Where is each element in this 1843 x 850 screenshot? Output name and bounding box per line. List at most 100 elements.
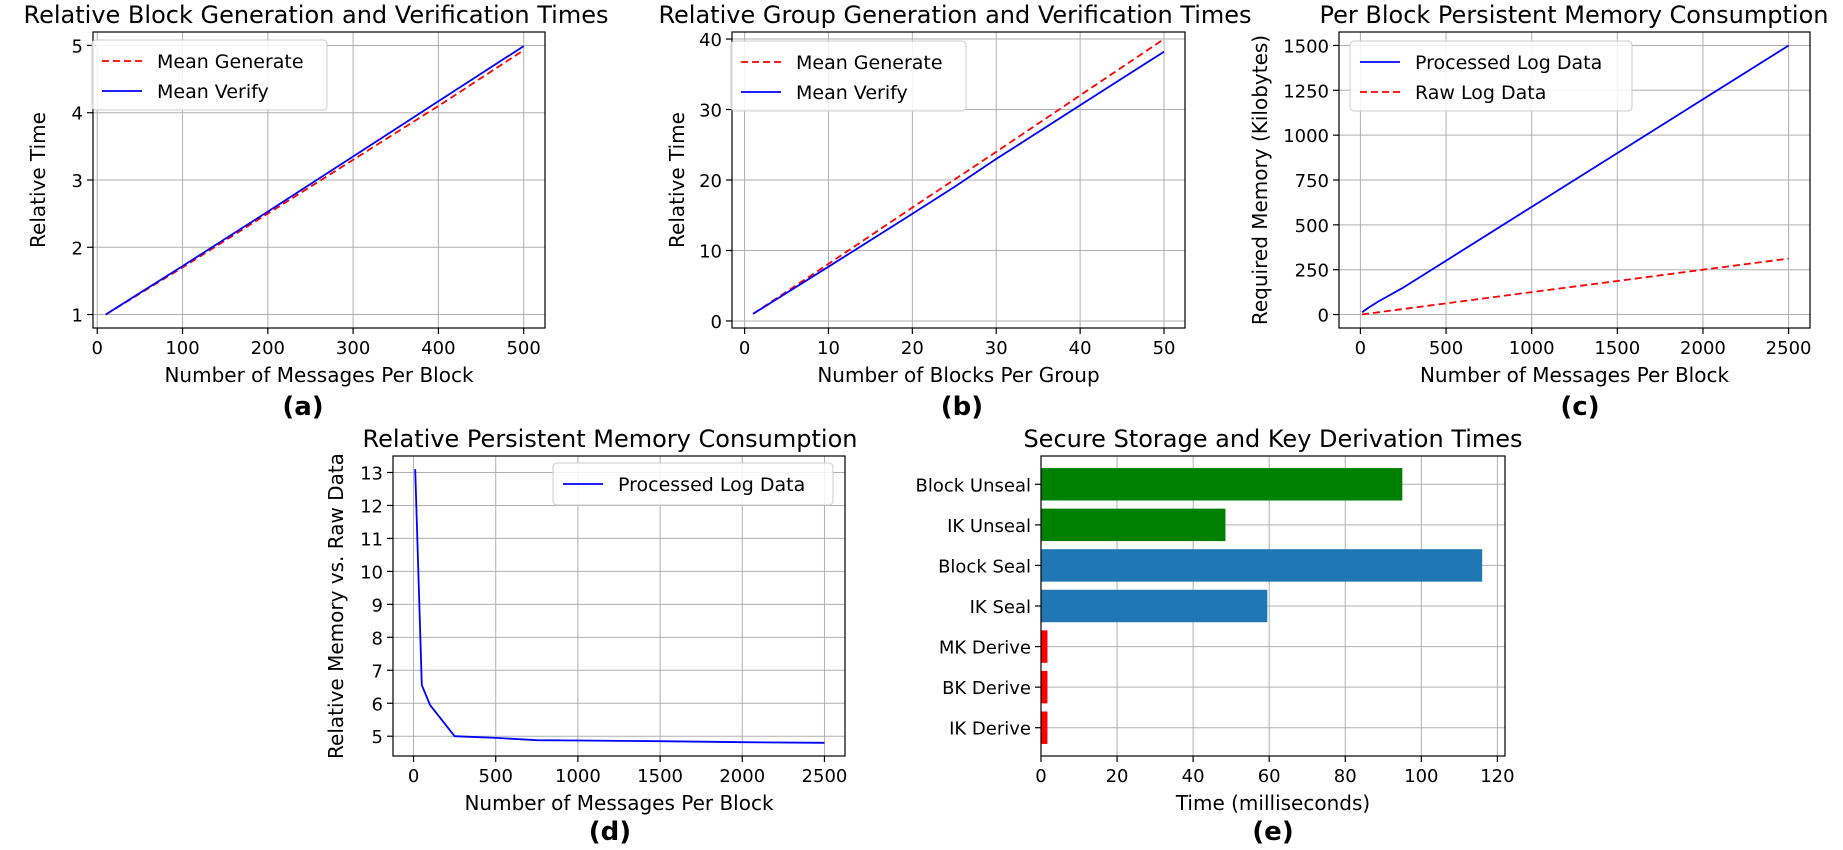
plot-frame — [92, 31, 546, 329]
legend: Processed Log Data Raw Log Data — [1349, 40, 1633, 112]
x-tick-label: 40 — [1069, 338, 1092, 359]
x-tick-label: 2500 — [802, 766, 848, 787]
y-tick-label: 1250 — [1283, 81, 1329, 102]
legend-label: Processed Log Data — [618, 474, 805, 496]
bar — [1041, 589, 1268, 623]
y-tick-label: 10 — [360, 562, 383, 583]
panel-label: (c) — [1560, 392, 1599, 422]
panel-label: (e) — [1252, 817, 1293, 847]
x-tick-label: 40 — [1182, 766, 1205, 787]
chart-d: 0 500 1000 1500 2000 2500 5 6 7 8 9 10 11 12 13 Relativ… — [324, 425, 857, 847]
panel-label: (a) — [282, 392, 323, 422]
y-tick-label: Block Seal — [938, 556, 1031, 577]
y-tick-label: 1 — [72, 306, 83, 327]
x-tick-label: 0 — [739, 338, 750, 359]
y-tick-label: BK Derive — [942, 678, 1031, 699]
bar — [1041, 630, 1048, 663]
chart-title: Relative Group Generation and Verificati… — [658, 1, 1251, 29]
legend-label: Mean Generate — [796, 52, 943, 74]
y-tick-label: 6 — [372, 694, 383, 715]
y-tick-label: 3 — [72, 171, 83, 192]
y-tick-label: 0 — [711, 312, 722, 333]
x-tick-label: 1000 — [555, 766, 601, 787]
bar — [1041, 711, 1048, 744]
y-tick-label: 10 — [699, 241, 722, 262]
legend-label: Mean Verify — [796, 82, 908, 104]
y-axis-label: Relative Memory vs. Raw Data — [324, 453, 348, 759]
y-tick-label: 11 — [360, 529, 383, 550]
series-line — [1361, 257, 1789, 316]
legend: Processed Log Data — [552, 462, 834, 506]
plot-frame — [731, 31, 1186, 329]
plot-frame — [392, 455, 846, 757]
series-line — [105, 49, 525, 316]
chart-a: 0 100 200 300 400 500 1 2 3 4 5 Relative Block Gene… — [24, 1, 609, 422]
x-tick-label: 0 — [1355, 338, 1366, 359]
series-line — [414, 469, 825, 744]
x-tick-label: 20 — [901, 338, 924, 359]
series-line — [752, 50, 1165, 315]
x-tick-label: 0 — [1035, 766, 1046, 787]
y-tick-label: 30 — [699, 101, 722, 122]
x-tick-label: 120 — [1480, 766, 1514, 787]
legend-frame — [730, 40, 967, 112]
chart-title: Per Block Persistent Memory Consumption — [1320, 1, 1829, 29]
x-tick-label: 1500 — [1594, 338, 1640, 359]
x-tick-label: 500 — [506, 338, 540, 359]
x-axis-label: Time (milliseconds) — [1175, 791, 1370, 815]
legend-label: Processed Log Data — [1415, 52, 1602, 74]
chart-title: Relative Persistent Memory Consumption — [363, 425, 858, 453]
y-tick-label: IK Derive — [949, 719, 1031, 740]
series-line — [1361, 44, 1790, 313]
y-tick-label: 2 — [72, 238, 83, 259]
y-tick-label: 4 — [72, 104, 83, 125]
x-tick-label: 500 — [1429, 338, 1463, 359]
legend: Mean Generate Mean Verify — [730, 40, 967, 112]
x-tick-label: 500 — [479, 766, 513, 787]
x-tick-label: 100 — [1404, 766, 1438, 787]
bar — [1041, 549, 1483, 582]
x-tick-label: 0 — [408, 766, 419, 787]
y-tick-label: 5 — [372, 727, 383, 748]
x-tick-label: 80 — [1334, 766, 1357, 787]
x-tick-label: 0 — [92, 338, 103, 359]
x-tick-label: 30 — [985, 338, 1008, 359]
legend-label: Mean Verify — [157, 81, 269, 103]
bar — [1041, 670, 1048, 704]
x-axis-label: Number of Messages Per Block — [464, 791, 774, 815]
legend-label: Mean Generate — [157, 51, 304, 73]
chart-c: 0 500 1000 1500 2000 2500 0 250 500 750 1000 1250 15… — [1248, 1, 1828, 422]
y-tick-label: Block Unseal — [916, 475, 1031, 496]
y-tick-label: 8 — [372, 628, 383, 649]
x-tick-label: 2000 — [1680, 338, 1726, 359]
y-tick-label: 12 — [360, 496, 383, 517]
x-axis-label: Number of Messages Per Block — [1420, 363, 1730, 387]
series-line — [752, 38, 1165, 315]
y-tick-label: 40 — [699, 30, 722, 51]
x-axis-label: Number of Blocks Per Group — [817, 363, 1099, 387]
y-tick-label: 13 — [360, 463, 383, 484]
y-tick-label: 1500 — [1283, 36, 1329, 57]
legend-frame — [91, 39, 328, 111]
legend-frame — [1349, 40, 1633, 112]
x-tick-label: 300 — [336, 338, 370, 359]
x-tick-label: 1000 — [1509, 338, 1555, 359]
bar — [1041, 508, 1226, 542]
y-axis-label: Required Memory (Kilobytes) — [1248, 35, 1272, 325]
legend: Mean Generate Mean Verify — [91, 39, 328, 111]
x-tick-label: 1500 — [637, 766, 683, 787]
y-tick-label: IK Unseal — [947, 516, 1031, 537]
y-tick-label: 1000 — [1283, 126, 1329, 147]
y-tick-label: 500 — [1295, 216, 1329, 237]
x-tick-label: 100 — [165, 338, 199, 359]
x-tick-label: 400 — [421, 338, 455, 359]
x-tick-label: 2000 — [719, 766, 765, 787]
chart-e: 0 20 40 60 80 100 120 Block Unseal IK Unseal Bloc… — [916, 425, 1523, 847]
y-tick-label: IK Seal — [970, 597, 1031, 618]
y-tick-label: 9 — [372, 595, 383, 616]
y-tick-label: MK Derive — [939, 638, 1031, 659]
y-axis-label: Relative Time — [26, 112, 50, 248]
plot-frame — [1040, 455, 1506, 757]
